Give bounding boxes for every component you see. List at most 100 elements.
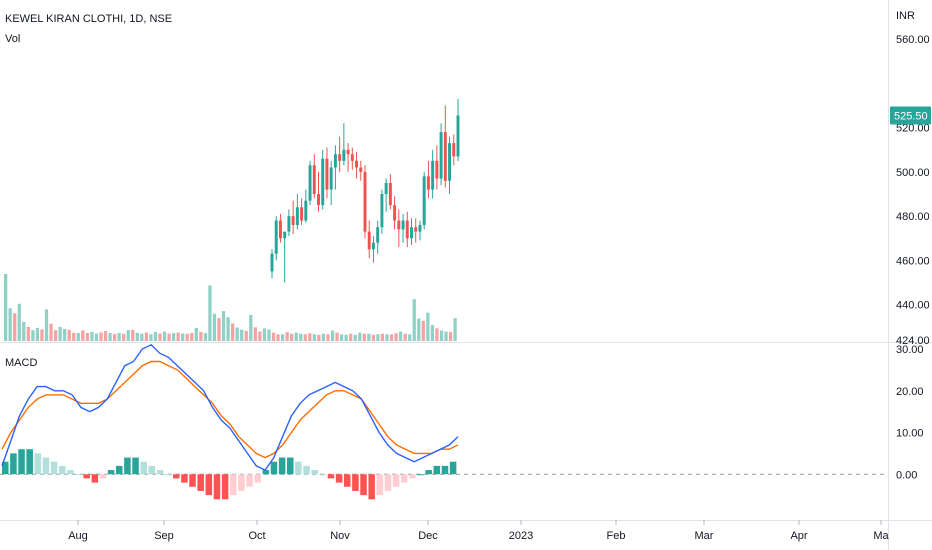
candle-body — [431, 160, 435, 190]
candle-body — [283, 231, 287, 239]
macd-histogram-bar — [140, 461, 147, 475]
volume-bar — [176, 332, 180, 341]
volume-bar — [67, 329, 71, 341]
volume-bar — [417, 318, 421, 341]
volume-bar — [31, 330, 35, 341]
volume-bar — [99, 332, 103, 341]
volume-bar — [335, 332, 339, 341]
x-axis-label: Feb — [607, 530, 626, 542]
macd-histogram-bar — [295, 461, 302, 475]
volume-bar — [258, 331, 262, 341]
x-axis-label: Apr — [790, 530, 807, 542]
macd-label: MACD — [5, 357, 37, 369]
candle-body — [278, 220, 282, 239]
macd-histogram-bar — [213, 474, 221, 500]
volume-bar — [226, 317, 230, 341]
macd-histogram-bar — [173, 474, 180, 479]
volume-bar — [26, 326, 30, 341]
volume-bar — [326, 334, 330, 341]
volume-bar — [49, 323, 53, 341]
volume-bar — [285, 332, 289, 341]
x-axis-label: Aug — [68, 530, 88, 542]
volume-bar — [421, 320, 425, 341]
price-tick-label: 480.00 — [896, 211, 930, 223]
candle-body — [304, 200, 308, 221]
candle-body — [422, 176, 426, 225]
macd-histogram-bar — [360, 474, 367, 496]
candle-body — [333, 154, 337, 168]
candle-body — [426, 176, 430, 190]
candle-body — [274, 220, 278, 254]
macd-histogram-bar — [409, 474, 416, 479]
macd-tick-label: 0.00 — [896, 469, 917, 481]
price-tick-label: 424.00 — [896, 335, 930, 347]
volume-bar — [398, 331, 403, 341]
volume-bar — [312, 334, 316, 341]
candle-body — [376, 227, 380, 243]
volume-bar — [140, 333, 144, 341]
candle-body — [435, 160, 439, 179]
macd-histogram-bar — [75, 474, 82, 476]
candle-body — [363, 171, 367, 232]
candle-body — [456, 115, 460, 157]
macd-histogram-bar — [116, 465, 123, 475]
macd-histogram-bar — [67, 470, 74, 475]
volume-bar — [162, 331, 167, 341]
macd-histogram-bar — [449, 461, 457, 475]
candle-body — [338, 154, 342, 161]
macd-histogram-bar — [164, 474, 172, 476]
volume-bar — [149, 334, 153, 341]
candle-body — [367, 231, 371, 250]
macd-histogram-bar — [441, 465, 449, 475]
macd-tick-label: 10.00 — [896, 428, 924, 440]
macd-histogram-bar — [124, 457, 131, 475]
volume-bar — [262, 328, 267, 341]
macd-tick-label: 30.00 — [896, 344, 924, 356]
macd-histogram-bar — [327, 474, 335, 479]
volume-bar — [63, 328, 67, 341]
volume-bar — [103, 331, 108, 341]
macd-histogram-bar — [319, 474, 327, 476]
volume-bar — [439, 330, 444, 341]
price-tick-label: 460.00 — [896, 255, 930, 267]
macd-histogram-bar — [59, 465, 66, 475]
macd-signal-line — [1, 360, 459, 459]
volume-bar — [435, 328, 439, 341]
candle-body — [300, 207, 304, 221]
macd-histogram-bar — [303, 465, 310, 475]
volume-bar — [412, 299, 416, 341]
macd-histogram-bar — [132, 457, 139, 475]
volume-bar — [94, 333, 99, 341]
volume-bar — [58, 326, 62, 341]
volume-bar — [308, 333, 312, 341]
volume-bar — [108, 333, 112, 341]
candle-body — [355, 160, 359, 168]
candle-body — [329, 167, 333, 190]
volume-bar — [190, 332, 194, 341]
x-axis-label: Ma — [873, 530, 889, 542]
candle-body — [287, 216, 291, 232]
volume-bar — [131, 329, 135, 341]
volume-bar — [380, 333, 385, 341]
volume-bar — [244, 330, 248, 341]
macd-histogram-bar — [99, 474, 107, 479]
volume-bar — [171, 333, 176, 341]
volume-bar — [53, 330, 58, 341]
volume-bar — [90, 331, 94, 341]
volume-bar — [231, 323, 235, 341]
volume-bar — [299, 333, 303, 341]
candle-body — [410, 227, 413, 239]
last-price-label: 525.50 — [894, 110, 928, 122]
volume-bar — [249, 314, 253, 341]
x-axis-label: Oct — [248, 530, 265, 542]
volume-bar — [221, 311, 226, 341]
candle-body — [312, 165, 316, 195]
macd-histogram-bar — [18, 449, 25, 475]
candle-body — [317, 194, 320, 206]
volume-bar — [167, 333, 171, 341]
candle-body — [418, 224, 422, 232]
macd-histogram-bar — [384, 474, 392, 491]
x-axis-label: 2023 — [509, 530, 533, 542]
macd-histogram-bar — [368, 474, 375, 500]
